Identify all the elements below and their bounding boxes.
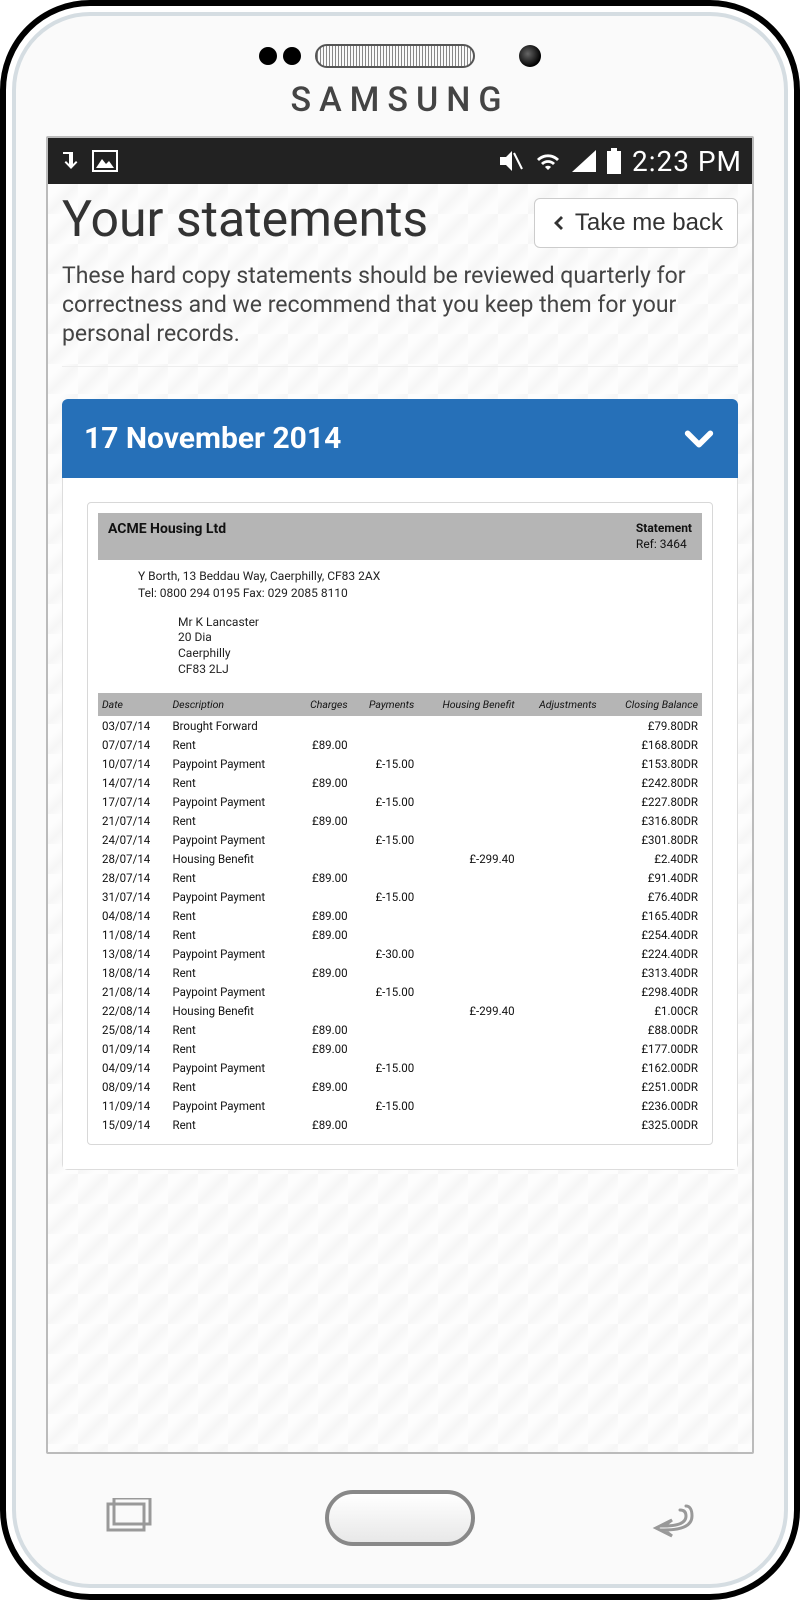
device-nav: [16, 1490, 784, 1546]
image-icon: [92, 150, 118, 172]
screen: 2:23 PM Your statements Take me back The…: [46, 136, 754, 1454]
page-title: Your statements: [62, 194, 534, 247]
back-button-label: Take me back: [575, 209, 723, 237]
accordion-body: ACME Housing Ltd Statement Ref: 3464 Y B…: [62, 478, 738, 1170]
device-brand: SAMSUNG: [16, 80, 784, 120]
table-row: 07/07/14Rent£89.00£168.80DR: [98, 735, 702, 754]
table-row: 21/08/14Paypoint Payment£-15.00£298.40DR: [98, 982, 702, 1001]
arrow-left-icon: [549, 213, 569, 233]
page-content: Your statements Take me back These hard …: [48, 184, 752, 1452]
recipient-address: Mr K Lancaster20 DiaCaerphillyCF83 2LJ: [98, 605, 702, 693]
intro-text: These hard copy statements should be rev…: [62, 262, 738, 367]
statement-ref: Ref: 3464: [636, 537, 687, 551]
accordion-date: 17 November 2014: [84, 421, 341, 456]
statement-document: ACME Housing Ltd Statement Ref: 3464 Y B…: [87, 502, 713, 1145]
table-row: 18/08/14Rent£89.00£313.40DR: [98, 963, 702, 982]
status-time: 2:23 PM: [632, 145, 742, 178]
transactions-table: DateDescriptionChargesPaymentsHousing Be…: [98, 693, 702, 1134]
table-row: 28/07/14Rent£89.00£91.40DR: [98, 868, 702, 887]
col-header: Payments: [352, 693, 419, 716]
table-row: 24/07/14Paypoint Payment£-15.00£301.80DR: [98, 830, 702, 849]
table-row: 03/07/14Brought Forward£79.80DR: [98, 716, 702, 735]
col-header: Charges: [295, 693, 352, 716]
table-row: 04/09/14Paypoint Payment£-15.00£162.00DR: [98, 1058, 702, 1077]
table-row: 01/09/14Rent£89.00£177.00DR: [98, 1039, 702, 1058]
table-row: 25/08/14Rent£89.00£88.00DR: [98, 1020, 702, 1039]
phone-inner: SAMSUNG 2:23 PM Your statements Take me …: [12, 12, 788, 1588]
table-row: 04/08/14Rent£89.00£165.40DR: [98, 906, 702, 925]
status-bar: 2:23 PM: [48, 138, 752, 184]
statement-label: Statement: [636, 521, 692, 535]
table-row: 22/08/14Housing Benefit£-299.40£1.00CR: [98, 1001, 702, 1020]
table-row: 15/09/14Rent£89.00£325.00DR: [98, 1115, 702, 1134]
accordion-toggle[interactable]: 17 November 2014: [62, 399, 738, 478]
col-header: Date: [98, 693, 168, 716]
table-row: 17/07/14Paypoint Payment£-15.00£227.80DR: [98, 792, 702, 811]
download-icon: [58, 149, 82, 173]
table-row: 10/07/14Paypoint Payment£-15.00£153.80DR: [98, 754, 702, 773]
table-row: 28/07/14Housing Benefit£-299.40£2.40DR: [98, 849, 702, 868]
company-name: ACME Housing Ltd: [108, 521, 226, 537]
table-row: 11/08/14Rent£89.00£254.40DR: [98, 925, 702, 944]
col-header: Description: [168, 693, 294, 716]
home-button[interactable]: [325, 1490, 475, 1546]
device-top: [16, 44, 784, 68]
table-row: 13/08/14Paypoint Payment£-30.00£224.40DR: [98, 944, 702, 963]
company-address: Y Borth, 13 Beddau Way, Caerphilly, CF83…: [98, 560, 702, 604]
mute-icon: [498, 149, 524, 173]
wifi-icon: [534, 150, 562, 172]
table-row: 14/07/14Rent£89.00£242.80DR: [98, 773, 702, 792]
phone-frame: SAMSUNG 2:23 PM Your statements Take me …: [0, 0, 800, 1600]
statement-accordion: 17 November 2014 ACME Housing Ltd Statem…: [62, 399, 738, 1170]
signal-icon: [572, 150, 596, 172]
recent-apps-icon[interactable]: [102, 1498, 154, 1538]
battery-icon: [606, 148, 622, 174]
col-header: Closing Balance: [601, 693, 702, 716]
table-row: 31/07/14Paypoint Payment£-15.00£76.40DR: [98, 887, 702, 906]
col-header: Adjustments: [519, 693, 601, 716]
col-header: Housing Benefit: [418, 693, 518, 716]
table-row: 08/09/14Rent£89.00£251.00DR: [98, 1077, 702, 1096]
back-nav-icon[interactable]: [646, 1498, 698, 1538]
table-row: 21/07/14Rent£89.00£316.80DR: [98, 811, 702, 830]
chevron-down-icon: [682, 422, 716, 456]
back-button[interactable]: Take me back: [534, 198, 738, 248]
table-row: 11/09/14Paypoint Payment£-15.00£236.00DR: [98, 1096, 702, 1115]
